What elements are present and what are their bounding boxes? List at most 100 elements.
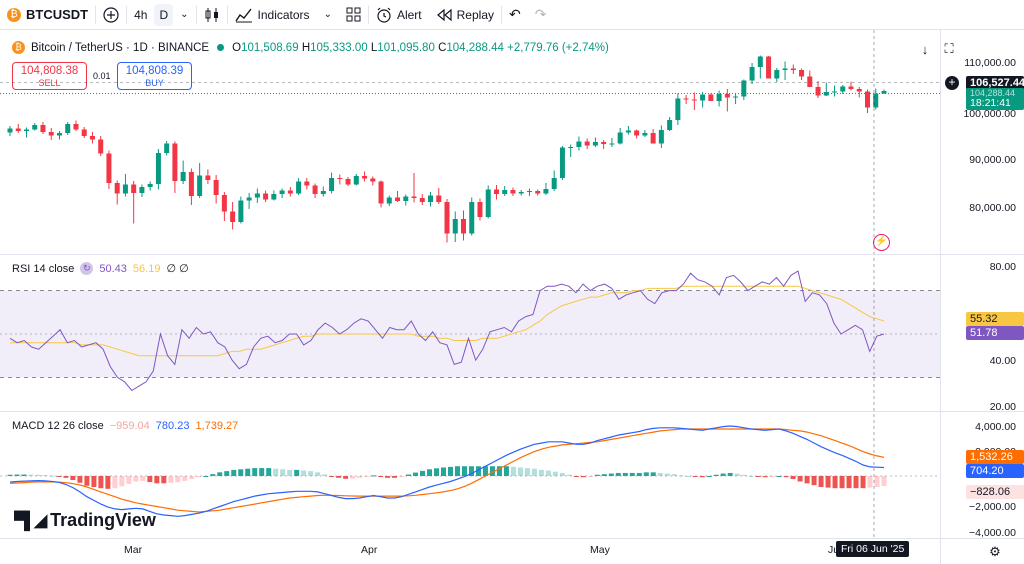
- undo-button[interactable]: ↶: [502, 0, 528, 30]
- macd-histogram-bar: [84, 476, 90, 486]
- candle-body: [329, 178, 335, 191]
- candle-body: [856, 89, 862, 92]
- candle-body: [213, 180, 219, 195]
- candle-body: [345, 179, 351, 185]
- macd-histogram-bar: [98, 476, 104, 489]
- low-label: L: [370, 41, 378, 54]
- macd-histogram-bar: [727, 472, 733, 476]
- candle-body: [749, 67, 755, 81]
- candle-body: [40, 125, 46, 132]
- price-axis-separator: [940, 30, 941, 564]
- macd-histogram-bar: [447, 466, 453, 476]
- macd-histogram-bar: [105, 476, 111, 489]
- candle-body: [881, 91, 887, 94]
- candle-body: [370, 178, 376, 182]
- macd-histogram-bar: [811, 476, 817, 486]
- candle-body: [683, 98, 689, 100]
- rsi-value: 50.43: [99, 262, 127, 275]
- macd-histogram-bar: [406, 474, 412, 476]
- candle-body: [733, 96, 739, 98]
- macd-histogram-bar: [461, 466, 467, 476]
- rsi-tick: 40.00: [989, 355, 1016, 367]
- sync-icon[interactable]: ↻: [80, 262, 94, 275]
- interval-d[interactable]: D: [154, 3, 174, 26]
- macd-histogram-bar: [517, 467, 523, 476]
- time-label-jun: Ju: [828, 544, 840, 556]
- macd-histogram-bar: [224, 471, 230, 476]
- arrow-down-icon: ↓: [921, 41, 929, 57]
- candle-body: [296, 181, 302, 194]
- undo-icon: ↶: [509, 6, 521, 22]
- macd-histogram-bar: [294, 469, 300, 476]
- macd-histogram-bar: [748, 476, 754, 477]
- layouts-button[interactable]: [339, 0, 368, 30]
- macd-histogram-bar: [552, 471, 558, 476]
- macd-histogram-bar: [364, 476, 370, 477]
- candle-body: [98, 139, 104, 154]
- crosshair-plus-icon[interactable]: +: [945, 76, 959, 90]
- lightning-icon[interactable]: ⚡: [873, 234, 890, 251]
- macd-histogram-bar: [769, 476, 775, 477]
- grid-lines: [0, 82, 940, 95]
- replay-button[interactable]: Replay: [429, 0, 501, 30]
- time-axis-separator: [0, 538, 1024, 539]
- macd-histogram-bar: [580, 476, 586, 478]
- macd-histogram-bar: [762, 476, 768, 478]
- alert-button[interactable]: Alert: [369, 0, 429, 30]
- macd-histogram-bar: [245, 468, 251, 476]
- candle-body: [526, 191, 532, 192]
- macd-signal-value: 1,739.27: [195, 420, 239, 432]
- tradingview-logo[interactable]: ▀▌◢ TradingView: [14, 510, 156, 531]
- candle-body: [65, 124, 71, 133]
- price-tick: 80,000.00: [969, 202, 1016, 214]
- macd-histogram-bar: [706, 476, 712, 477]
- macd-histogram-bar: [881, 476, 887, 487]
- macd-histogram-bar: [489, 466, 495, 476]
- macd-histogram-bar: [454, 466, 460, 476]
- macd-histogram-bar: [783, 476, 789, 478]
- macd-histogram-bar: [343, 476, 349, 479]
- macd-histogram-bar: [259, 468, 265, 476]
- bitcoin-icon: ₿: [12, 41, 25, 54]
- low-value: 101,095.80: [377, 41, 435, 54]
- candle-body: [535, 191, 541, 194]
- interval-dropdown[interactable]: ⌄: [173, 0, 195, 30]
- buy-label: BUY: [145, 78, 164, 88]
- candle-body: [617, 132, 623, 144]
- fullscreen-button[interactable]: ⛶: [938, 38, 960, 60]
- candle-body: [634, 130, 640, 136]
- candle-body: [419, 198, 425, 202]
- compare-button[interactable]: [96, 0, 126, 30]
- maximize-icon: ⛶: [944, 41, 954, 56]
- buy-button[interactable]: 104,808.39 BUY: [117, 62, 192, 90]
- macd-histogram-bar: [650, 472, 656, 476]
- macd-histogram-bar: [315, 472, 321, 476]
- sell-button[interactable]: 104,808.38 SELL: [12, 62, 87, 90]
- indicators-button[interactable]: Indicators: [228, 0, 317, 30]
- macd-histogram-bar: [147, 476, 153, 483]
- chart-settings-button[interactable]: ⚙: [984, 541, 1006, 563]
- macd-histogram-bar: [790, 476, 796, 480]
- interval-4h[interactable]: 4h: [127, 0, 154, 30]
- macd-histogram-bar: [692, 476, 698, 477]
- chart-type-button[interactable]: [197, 0, 227, 30]
- crosshair-price-tag: 106,527.44: [966, 76, 1024, 90]
- series-title: Bitcoin / TetherUS · 1D · BINANCE: [31, 41, 210, 54]
- candle-body: [840, 86, 846, 92]
- symbol-search[interactable]: ₿ BTCUSDT: [0, 0, 95, 30]
- candle-body: [312, 185, 318, 194]
- macd-histogram-bar: [203, 476, 209, 477]
- scroll-down-button[interactable]: ↓: [914, 38, 936, 60]
- macd-histogram-bar: [112, 476, 118, 489]
- macd-histogram-bar: [42, 475, 48, 477]
- macd-histogram-bar: [420, 470, 426, 476]
- redo-button[interactable]: ↷: [528, 0, 554, 30]
- close-value: 104,288.44: [446, 41, 504, 54]
- macd-histogram-bar: [133, 476, 139, 482]
- sell-label: SELL: [38, 78, 61, 88]
- candle-body: [741, 80, 747, 97]
- rsi-band: [0, 290, 940, 378]
- indicators-dropdown[interactable]: ⌄: [317, 0, 339, 30]
- macd-histogram-bar: [734, 473, 740, 476]
